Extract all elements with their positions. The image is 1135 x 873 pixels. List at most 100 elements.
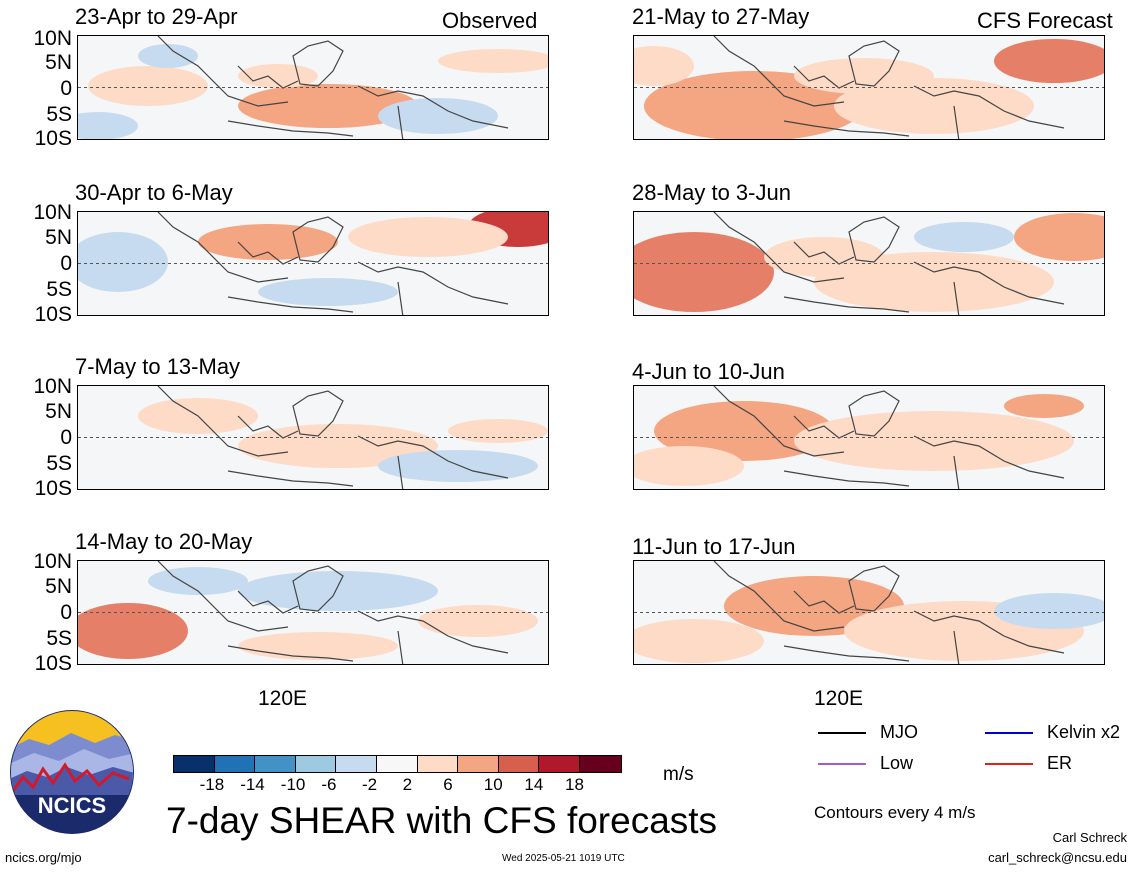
- author-email: carl_schreck@ncsu.edu: [988, 850, 1127, 865]
- map-panel-5: [77, 385, 549, 490]
- lat-label-5s: 5S: [46, 278, 72, 301]
- author-name: Carl Schreck: [1052, 830, 1127, 845]
- panel-title-2: 21-May to 27-May: [632, 4, 810, 29]
- panel-title-8: 11-Jun to 17-Jun: [632, 534, 796, 559]
- shear-field: [78, 561, 548, 664]
- map-panel-1: [77, 35, 549, 140]
- shear-anomaly-region: [238, 632, 398, 660]
- lon-label-left: 120E: [258, 687, 308, 710]
- colorbar-tick-label: -2: [362, 775, 378, 794]
- shear-anomaly-region: [634, 446, 744, 486]
- legend-low: Low: [818, 753, 913, 774]
- shear-anomaly-region: [78, 232, 168, 292]
- shear-anomaly-region: [378, 450, 538, 482]
- coastline: [713, 561, 1065, 664]
- colorbar-swatch: [498, 756, 540, 772]
- shear-anomaly-region: [1004, 394, 1084, 418]
- lon-label-right: 120E: [814, 687, 864, 710]
- lat-label-0: 0: [60, 601, 72, 624]
- lat-label-5n: 5N: [45, 51, 72, 74]
- colorbar: [173, 755, 622, 773]
- colorbar-swatch: [174, 756, 215, 772]
- coastline: [713, 36, 1065, 139]
- shear-anomaly-region: [794, 411, 1074, 471]
- shear-anomaly-region: [764, 237, 884, 277]
- lat-label-5n: 5N: [45, 400, 72, 423]
- shear-anomaly-region: [914, 222, 1014, 252]
- map-panel-4: [633, 211, 1105, 316]
- colorbar-tick-label: -10: [280, 775, 306, 794]
- shear-anomaly-region: [378, 98, 498, 134]
- shear-field: [634, 386, 1104, 489]
- shear-anomaly-region: [138, 44, 198, 68]
- lat-label-5s: 5S: [46, 103, 72, 126]
- shear-field: [78, 36, 548, 139]
- shear-anomaly-region: [1014, 213, 1104, 261]
- lat-label-0: 0: [60, 426, 72, 449]
- colorbar-tick-label: 2: [402, 775, 413, 794]
- contour-note: Contours every 4 m/s: [814, 803, 976, 822]
- coastline: [713, 212, 1065, 315]
- shear-anomaly-region: [794, 58, 934, 94]
- shear-anomaly-region: [238, 424, 438, 468]
- shear-anomaly-region: [438, 49, 548, 73]
- shear-anomaly-region: [78, 112, 138, 139]
- shear-anomaly-region: [238, 84, 418, 128]
- panel-title-4: 28-May to 3-Jun: [632, 180, 791, 205]
- main-title: 7-day SHEAR with CFS forecasts: [166, 800, 718, 841]
- panel-title-5: 7-May to 13-May: [75, 354, 241, 379]
- shear-anomaly-region: [994, 39, 1104, 83]
- lat-label-10s: 10S: [34, 127, 72, 150]
- colorbar-swatch: [214, 756, 256, 772]
- shear-anomaly-region: [148, 567, 248, 595]
- shear-anomaly-region: [448, 419, 548, 443]
- lat-label-5s: 5S: [46, 452, 72, 475]
- map-panel-8: [633, 560, 1105, 665]
- panel-title-7: 14-May to 20-May: [75, 529, 253, 554]
- lat-label-10s: 10S: [34, 303, 72, 326]
- shear-anomaly-region: [238, 571, 438, 611]
- legend-low-line: [818, 762, 866, 765]
- colorbar-tick-label: 18: [565, 775, 584, 794]
- lat-label-5s: 5S: [46, 627, 72, 650]
- map-panel-3: [77, 211, 549, 316]
- colorbar-swatch: [579, 756, 621, 772]
- lat-label-10s: 10S: [34, 652, 72, 675]
- shear-anomaly-region: [654, 401, 834, 461]
- map-panel-7: [77, 560, 549, 665]
- panel-title-1: 23-Apr to 29-Apr: [75, 4, 238, 29]
- legend-mjo-label: MJO: [880, 722, 918, 742]
- lat-label-10n: 10N: [33, 550, 72, 573]
- ncics-logo: NCICS: [10, 710, 134, 834]
- shear-anomaly-region: [238, 64, 318, 88]
- panel-title-6: 4-Jun to 10-Jun: [632, 359, 785, 384]
- shear-anomaly-region: [644, 71, 864, 139]
- shear-anomaly-region: [88, 66, 208, 106]
- shear-anomaly-region: [634, 619, 764, 663]
- coastline: [157, 386, 509, 489]
- panel-title-3: 30-Apr to 6-May: [75, 180, 233, 205]
- colorbar-swatch: [255, 756, 296, 772]
- shear-anomaly-region: [634, 46, 694, 86]
- lat-label-10s: 10S: [34, 477, 72, 500]
- shear-anomaly-region: [418, 605, 538, 637]
- colorbar-units: m/s: [663, 764, 694, 785]
- lat-label-0: 0: [60, 77, 72, 100]
- shear-field: [634, 212, 1104, 315]
- lat-label-5n: 5N: [45, 226, 72, 249]
- shear-anomaly-region: [634, 232, 774, 312]
- colorbar-swatch: [336, 756, 377, 772]
- colorbar-swatch: [458, 756, 499, 772]
- colorbar-tick-label: -6: [321, 775, 337, 794]
- legend-mjo-line: [818, 731, 866, 734]
- coastline: [713, 386, 1065, 489]
- shear-field: [634, 36, 1104, 139]
- lat-label-10n: 10N: [33, 201, 72, 224]
- legend-kelvin-label: Kelvin x2: [1047, 722, 1121, 742]
- shear-field: [634, 561, 1104, 664]
- colorbar-tick-label: 10: [483, 775, 503, 794]
- lat-label-10n: 10N: [33, 375, 72, 398]
- colorbar-swatch: [417, 756, 459, 772]
- site-link[interactable]: ncics.org/mjo: [5, 850, 82, 865]
- legend-kelvin: Kelvin x2: [985, 722, 1120, 743]
